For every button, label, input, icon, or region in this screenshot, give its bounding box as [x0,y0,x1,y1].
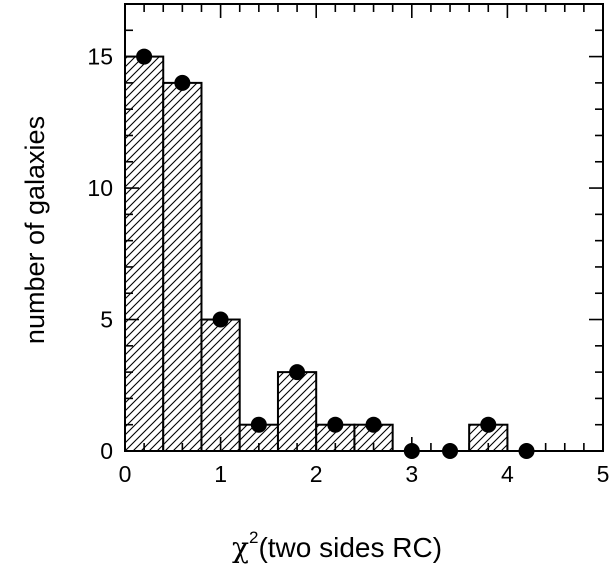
plot-frame [124,3,604,452]
x-axis-label-symbol: χ [232,531,249,564]
data-point-5 [327,416,344,433]
data-point-3 [250,416,267,433]
x-tick-label: 5 [597,461,609,487]
x-tick-label: 3 [405,461,418,487]
data-point-9 [480,416,497,433]
data-point-4 [289,364,306,381]
y-tick-label: 10 [87,175,113,201]
data-point-2 [212,311,229,328]
histogram-bar-0 [124,55,165,453]
x-tick-label: 1 [214,461,227,487]
x-axis-label-superscript: 2 [249,528,258,547]
y-tick-labels: 0 5 10 15 [87,44,113,464]
histogram-bar-1 [162,81,203,452]
x-tick-label: 0 [119,461,132,487]
histogram-bar-4 [276,371,318,452]
y-tick-label: 0 [100,438,113,464]
y-tick-label: 5 [100,307,113,333]
axis-ticks [124,3,604,452]
histogram-bar-2 [200,318,241,452]
data-point-0 [136,48,153,65]
data-points [136,48,535,459]
data-point-6 [365,416,382,433]
x-tick-label: 4 [501,461,514,487]
y-axis-label: number of galaxies [20,116,50,344]
x-axis-label: χ2(two sides RC) [232,528,442,564]
x-tick-labels: 0 1 2 3 4 5 [119,461,609,487]
x-axis-label-text: (two sides RC) [258,532,442,563]
y-tick-label: 15 [87,44,113,70]
data-point-1 [174,74,191,91]
histogram-bars [124,55,509,453]
x-tick-label: 2 [310,461,323,487]
